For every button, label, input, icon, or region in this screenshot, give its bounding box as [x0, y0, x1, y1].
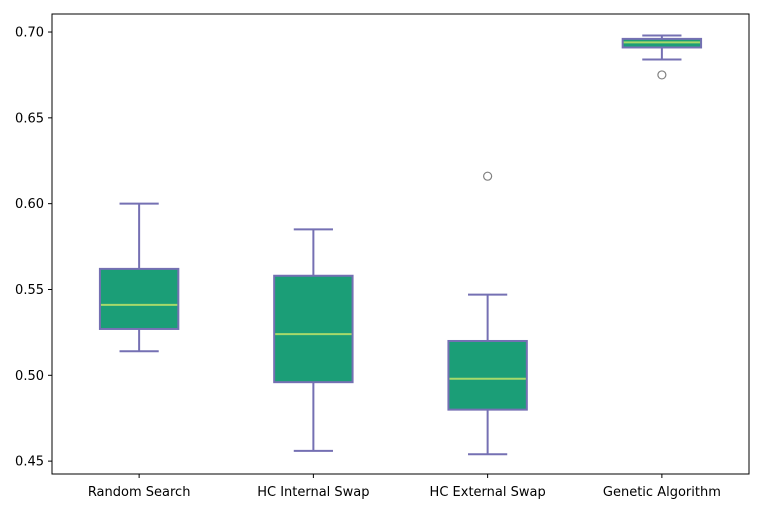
plot-frame [51, 13, 750, 475]
box-group-hc-external-swap [447, 171, 528, 456]
x-tick-label: Random Search [88, 485, 191, 500]
y-tick-label: 0.70 [15, 26, 44, 41]
box-group-genetic-algorithm [621, 34, 703, 80]
box-iqr [273, 274, 354, 384]
box-iqr [447, 339, 528, 411]
box-group-random-search [98, 202, 180, 353]
outlier-point [657, 70, 667, 80]
y-tick-label: 0.55 [15, 283, 44, 298]
axis-ticks: 0.45 0.50 0.55 0.60 0.65 0.70 Random Search HC … [15, 26, 721, 500]
box-group-hc-internal-swap [273, 228, 354, 452]
y-tick-label: 0.65 [15, 111, 44, 126]
x-tick-label: HC Internal Swap [257, 485, 369, 500]
x-tick-label: Genetic Algorithm [603, 485, 721, 500]
y-tick-label: 0.50 [15, 369, 44, 384]
y-tick-label: 0.60 [15, 197, 44, 212]
box-iqr [98, 267, 180, 330]
boxes-layer [98, 34, 703, 456]
x-tick-label: HC External Swap [430, 485, 546, 500]
outlier-point [483, 171, 493, 181]
y-tick-label: 0.45 [15, 455, 44, 470]
